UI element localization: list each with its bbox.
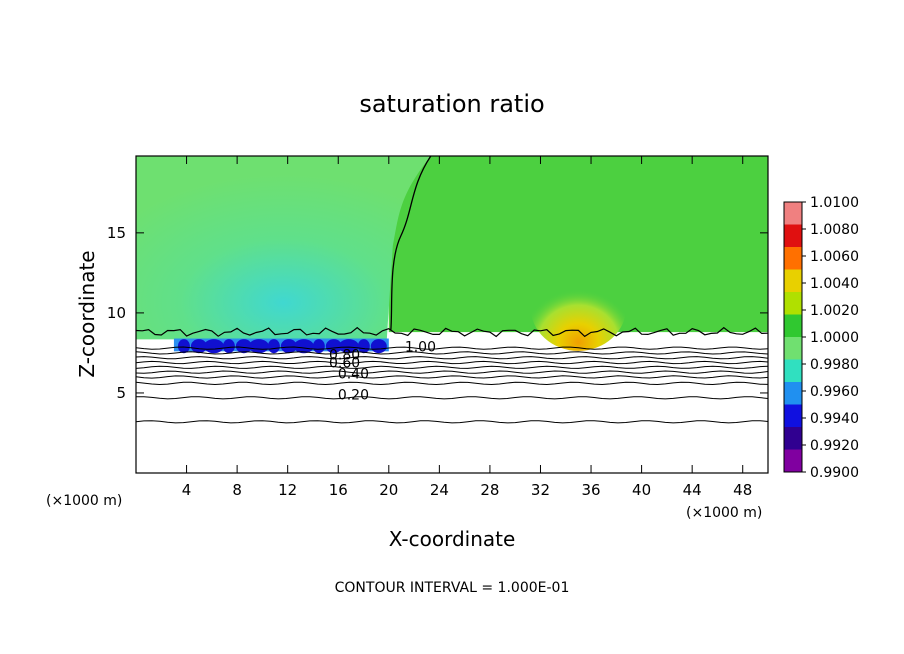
contour-line <box>136 370 768 374</box>
y-unit-label: (×1000 m) <box>46 493 122 509</box>
contour-line <box>136 365 768 369</box>
rh-contours <box>136 346 768 424</box>
contour-interval-note: CONTOUR INTERVAL = 1.000E-01 <box>335 580 570 596</box>
colorbar-tick-label: 0.9940 <box>810 411 859 427</box>
colorbar-tick-label: 1.0060 <box>810 249 859 265</box>
colorbar-tick-label: 1.0080 <box>810 222 859 238</box>
field-supersaturated-core <box>530 262 627 351</box>
plot-frame <box>135 155 769 474</box>
field-low-level-minimum <box>173 338 389 354</box>
x-axis-ticks: 4 8 12 16 20 24 28 32 36 40 44 48 <box>182 156 752 499</box>
colorbar-swatch <box>784 224 802 248</box>
contour-line <box>136 396 768 400</box>
colorbar-swatch <box>784 382 802 405</box>
colorbar-swatch <box>784 269 802 293</box>
contour-label: 0.80 <box>329 347 360 363</box>
field-west-subsaturated <box>136 156 431 340</box>
x-tick-label: 20 <box>379 481 398 499</box>
low-level-streak <box>312 339 325 354</box>
y-tick-label: 5 <box>116 384 126 402</box>
chart-title: saturation ratio <box>359 90 544 118</box>
contour-line <box>136 346 768 350</box>
x-unit-label: (×1000 m) <box>686 505 762 521</box>
colorbar-tick-label: 1.0040 <box>810 276 859 292</box>
colorbar-tick-label: 1.0100 <box>810 195 859 211</box>
x-tick-label: 48 <box>733 481 752 499</box>
low-level-streak <box>190 339 207 354</box>
x-tick-label: 36 <box>581 481 600 499</box>
colorbar-swatch <box>784 337 802 360</box>
low-level-streak <box>357 339 370 354</box>
colorbar-swatch <box>784 202 802 225</box>
low-level-streak <box>248 339 269 354</box>
colorbar-tick-label: 0.9960 <box>810 384 859 400</box>
low-level-streak <box>203 339 224 354</box>
contour-line <box>136 360 768 365</box>
x-tick-label: 12 <box>278 481 297 499</box>
y-axis-ticks: 5 10 15 <box>107 224 768 402</box>
low-level-streak <box>325 339 342 354</box>
contour-line <box>136 381 768 386</box>
x-tick-label: 40 <box>632 481 651 499</box>
plot-area: 1.00 0.800.600.40 0.20 <box>136 156 768 473</box>
contour-line <box>136 356 768 360</box>
x-tick-label: 24 <box>430 481 449 499</box>
colorbar-swatch <box>784 404 802 428</box>
colorbar-swatch <box>784 292 802 315</box>
contour-label: 0.60 <box>329 355 360 371</box>
low-level-streak <box>267 339 280 354</box>
cloud-base-contour <box>136 326 768 338</box>
low-level-streak <box>293 339 314 354</box>
contour-line <box>136 375 768 379</box>
colorbar-swatch <box>784 314 802 338</box>
colorbar-swatch <box>784 247 802 270</box>
x-axis-label: X-coordinate <box>389 527 516 551</box>
contour-label: 0.20 <box>338 387 369 403</box>
low-level-streak <box>280 339 297 354</box>
y-tick-label: 10 <box>107 304 126 322</box>
colorbar-swatch <box>784 427 802 450</box>
colorbar-tick-label: 1.0020 <box>810 303 859 319</box>
saturation-boundary-contour <box>390 156 432 331</box>
x-tick-label: 8 <box>232 481 242 499</box>
contour-labels: 1.00 0.800.600.40 0.20 <box>329 339 436 403</box>
colorbar: 1.0100 1.0080 1.0060 1.0040 1.0020 1.0000 0.99… <box>783 195 859 481</box>
contour-line <box>136 351 768 355</box>
y-axis-label: Z-coordinate <box>75 250 99 377</box>
contour-label: 1.00 <box>405 339 436 355</box>
colorbar-tick-label: 0.9920 <box>810 438 859 454</box>
low-level-streak <box>177 339 190 354</box>
colorbar-tick-label: 0.9980 <box>810 357 859 373</box>
x-tick-label: 32 <box>531 481 550 499</box>
low-level-streak <box>222 339 235 354</box>
colorbar-tick-label: 0.9900 <box>810 465 859 481</box>
contour-line <box>136 420 768 424</box>
low-level-streak <box>235 339 252 354</box>
x-tick-label: 44 <box>683 481 702 499</box>
contour-label: 0.40 <box>338 367 369 383</box>
colorbar-tick-label: 1.0000 <box>810 330 859 346</box>
colorbar-swatch <box>784 359 802 383</box>
y-tick-label: 15 <box>107 224 126 242</box>
x-tick-label: 4 <box>182 481 192 499</box>
x-tick-label: 28 <box>480 481 499 499</box>
low-level-streak <box>370 339 387 354</box>
x-tick-label: 16 <box>329 481 348 499</box>
low-level-streak <box>338 339 359 354</box>
colorbar-swatch <box>784 449 802 473</box>
